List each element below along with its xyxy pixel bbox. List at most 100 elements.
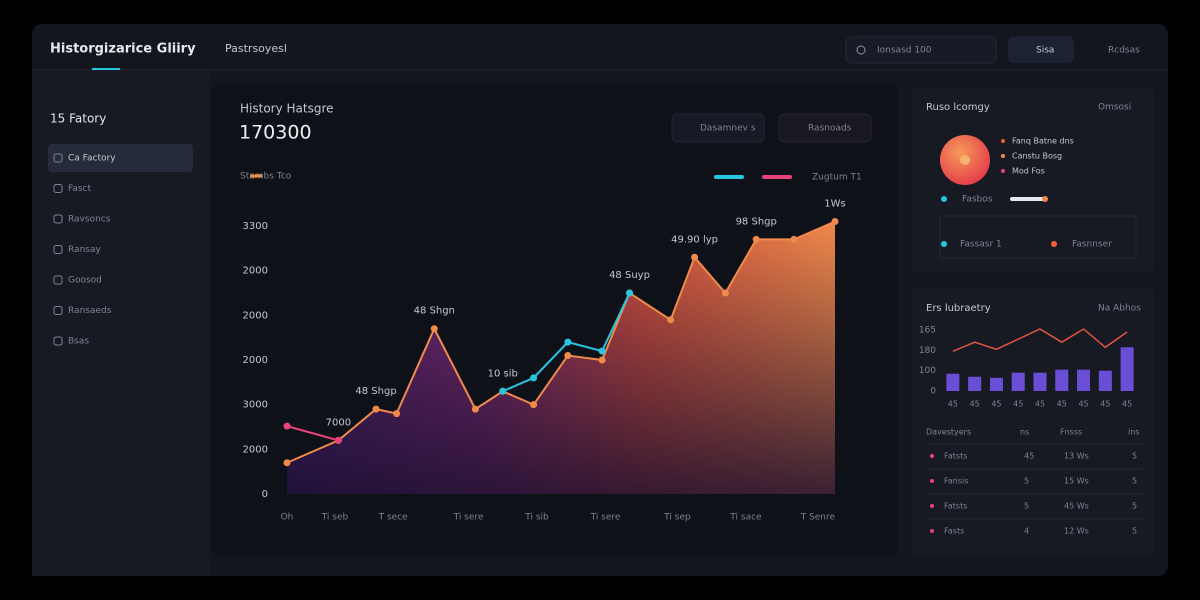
button-label: Dasamnev s — [700, 124, 756, 134]
table-cell: 15 Ws — [1064, 477, 1089, 486]
y-tick-label: 2000 — [243, 355, 268, 366]
y-tick-label: 2000 — [243, 266, 268, 277]
x-tick-label: Ti sere — [453, 513, 484, 523]
row-dot — [930, 479, 934, 483]
user[interactable]: Rcdsas — [1108, 46, 1140, 56]
nav-icon — [53, 184, 63, 193]
search[interactable] — [845, 36, 997, 64]
point — [598, 356, 606, 364]
legend-dot — [1001, 139, 1005, 143]
nav-item[interactable]: Ravsoncs — [68, 215, 111, 225]
point — [831, 218, 839, 226]
bar — [1077, 369, 1091, 391]
nav-icon — [53, 214, 63, 224]
legend-label: Canstu Bosg — [1012, 152, 1062, 161]
x-tick-label: 45 — [1035, 400, 1045, 409]
button[interactable] — [778, 113, 872, 143]
caption: Stambs Tco — [240, 172, 292, 182]
y-tick-label: 165 — [919, 326, 936, 336]
x-tick-label: 45 — [1057, 400, 1067, 409]
point — [430, 325, 438, 333]
status-dot — [1042, 196, 1048, 202]
annotation: 49.90 lyp — [671, 234, 718, 245]
x-tick-label: 45 — [991, 400, 1001, 409]
point — [283, 459, 291, 467]
x-tick-label: Ti sib — [524, 513, 549, 523]
x-tick-label: 45 — [1013, 400, 1023, 409]
nav-item[interactable]: Goosod — [68, 276, 102, 286]
point — [667, 316, 675, 324]
bar — [989, 377, 1003, 391]
y-tick-label: 0 — [930, 387, 936, 397]
footer-dot — [941, 241, 947, 247]
y-tick-label: 2000 — [243, 310, 268, 321]
table-header: ins — [1128, 428, 1139, 437]
summary-link[interactable]: Omsosi — [1098, 103, 1131, 113]
nav-item[interactable]: Fasct — [68, 184, 92, 194]
y-tick-label: 180 — [919, 346, 936, 356]
nav-item[interactable]: Ransay — [68, 245, 101, 255]
x-tick-label: Ti sere — [590, 513, 621, 523]
annotation: 10 sib — [488, 368, 518, 379]
bar — [968, 376, 982, 391]
header-button-label: Sisa — [1036, 46, 1054, 56]
nav-icon — [53, 245, 63, 254]
table-cell: 5 — [1132, 477, 1137, 486]
bar — [1011, 372, 1025, 391]
button[interactable] — [671, 113, 765, 143]
stats-card — [912, 287, 1154, 555]
point — [393, 410, 401, 418]
stats-link[interactable]: Na Abhos — [1098, 304, 1141, 314]
x-tick-label: Oh — [281, 513, 294, 523]
x-tick-label: 45 — [1122, 400, 1132, 409]
kpi: 170300 — [239, 122, 312, 144]
nav-item[interactable]: Bsas — [68, 337, 89, 347]
point — [752, 235, 760, 243]
nav-active — [48, 144, 193, 172]
table-header: Fnsss — [1060, 428, 1082, 437]
x-tick-label: Ti sep — [663, 513, 691, 523]
legend-label: Zugtum T1 — [812, 173, 862, 183]
nav-item[interactable]: Ransaeds — [68, 306, 112, 316]
legend-label: Fanq Batne dns — [1012, 137, 1074, 146]
sidebar-title: 15 Fatory — [50, 112, 106, 126]
page-title: Pastrsoyesl — [225, 42, 287, 55]
point — [334, 436, 342, 444]
x-tick-label: 45 — [970, 400, 980, 409]
y-tick-label: 2000 — [243, 444, 268, 455]
table-cell: Fansis — [944, 477, 968, 486]
table-header: ns — [1020, 428, 1029, 437]
x-tick-label: T sece — [378, 513, 409, 523]
row-dot — [930, 529, 934, 533]
annotation: 1Ws — [824, 199, 845, 210]
chart-title: History Hatsgre — [240, 102, 334, 116]
footer-label: Fassasr 1 — [960, 240, 1002, 250]
status: Fasbos — [962, 195, 993, 205]
table-cell: 5 — [1132, 502, 1137, 511]
point — [721, 289, 729, 297]
nav-item[interactable]: Ca Factory — [68, 154, 116, 164]
x-tick-label: T Senre — [800, 513, 836, 523]
y-tick-label: 0 — [262, 489, 268, 500]
status-bar — [1010, 197, 1044, 201]
x-tick-label: Ti sace — [729, 513, 762, 523]
table-header: Davestyers — [926, 428, 971, 437]
line — [952, 328, 1128, 353]
point — [372, 405, 380, 413]
table-cell: Fatsts — [944, 502, 967, 511]
table-cell: 5 — [1132, 527, 1137, 536]
x-tick-label: 45 — [1100, 400, 1110, 409]
table-cell: 5 — [1132, 452, 1137, 461]
header-button[interactable] — [1008, 36, 1074, 63]
bar — [1120, 347, 1134, 391]
nav-icon — [53, 153, 63, 163]
point — [564, 352, 572, 360]
nav-icon — [53, 275, 63, 285]
footer-label: Fasnnser — [1072, 240, 1112, 250]
brand: Historgizarice Gliiry — [50, 42, 196, 57]
search-icon — [856, 45, 866, 55]
table-cell: 45 Ws — [1064, 502, 1089, 511]
summary-title: Ruso lcomgy — [926, 102, 990, 113]
